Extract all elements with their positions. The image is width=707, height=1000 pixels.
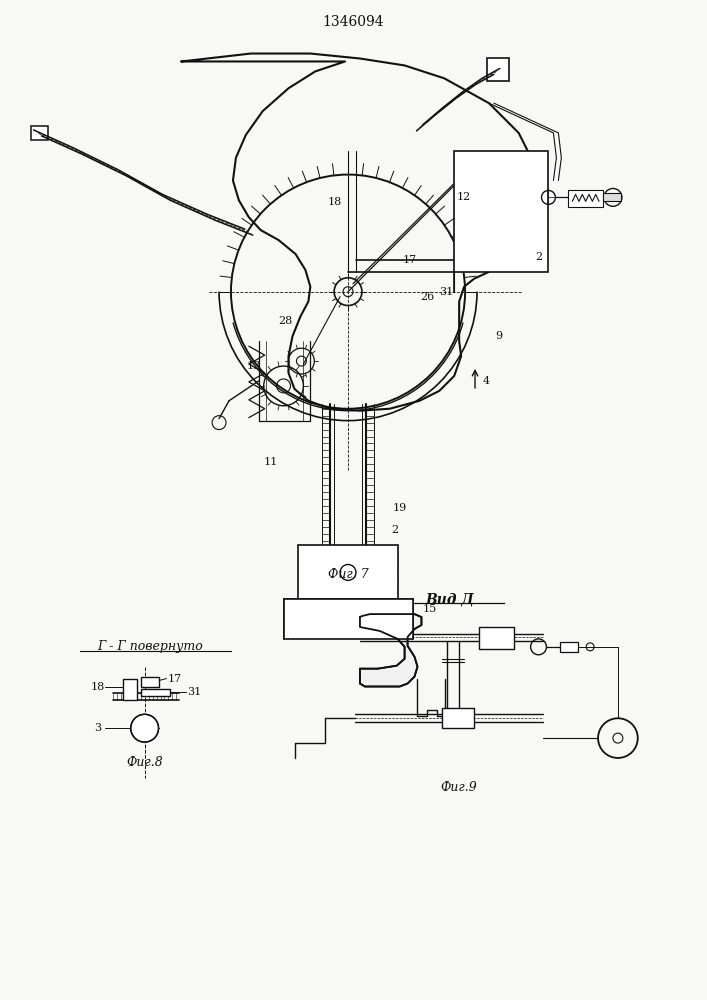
Text: Фиг.9: Фиг.9 [440, 781, 477, 794]
Circle shape [131, 714, 158, 742]
Text: 26: 26 [420, 292, 435, 302]
Polygon shape [487, 58, 509, 81]
Bar [298, 545, 397, 599]
Bar [141, 677, 158, 687]
Text: 17: 17 [168, 674, 182, 684]
Bar [454, 151, 549, 272]
Text: 28: 28 [279, 316, 293, 326]
Text: 2: 2 [391, 525, 398, 535]
Text: 31: 31 [439, 287, 453, 297]
Text: 12: 12 [457, 192, 472, 202]
Text: 19: 19 [392, 503, 407, 513]
Text: 11: 11 [264, 457, 278, 467]
Bar [443, 708, 474, 728]
Polygon shape [360, 614, 421, 687]
Text: 3: 3 [95, 723, 102, 733]
Polygon shape [30, 126, 48, 140]
Bar [479, 627, 514, 649]
Text: Фиг. 7: Фиг. 7 [327, 568, 368, 581]
Text: 13: 13 [247, 361, 261, 371]
Text: 9: 9 [496, 331, 503, 341]
Bar [568, 190, 603, 207]
Bar [123, 679, 136, 700]
Text: Г - Г повернуто: Г - Г повернуто [97, 640, 202, 653]
Text: 18: 18 [91, 682, 105, 692]
Text: 15: 15 [422, 604, 436, 614]
Text: 2: 2 [535, 252, 542, 262]
Bar [284, 599, 412, 639]
Text: 18: 18 [328, 197, 342, 207]
Text: 31: 31 [187, 687, 201, 697]
Text: Фиг.8: Фиг.8 [127, 756, 163, 769]
Bar [141, 689, 170, 696]
Bar [561, 642, 578, 652]
Text: 17: 17 [402, 255, 416, 265]
Bar [603, 193, 621, 201]
Text: 4: 4 [482, 376, 489, 386]
Text: Вид Д: Вид Д [425, 592, 474, 606]
Text: 1346094: 1346094 [322, 15, 384, 29]
